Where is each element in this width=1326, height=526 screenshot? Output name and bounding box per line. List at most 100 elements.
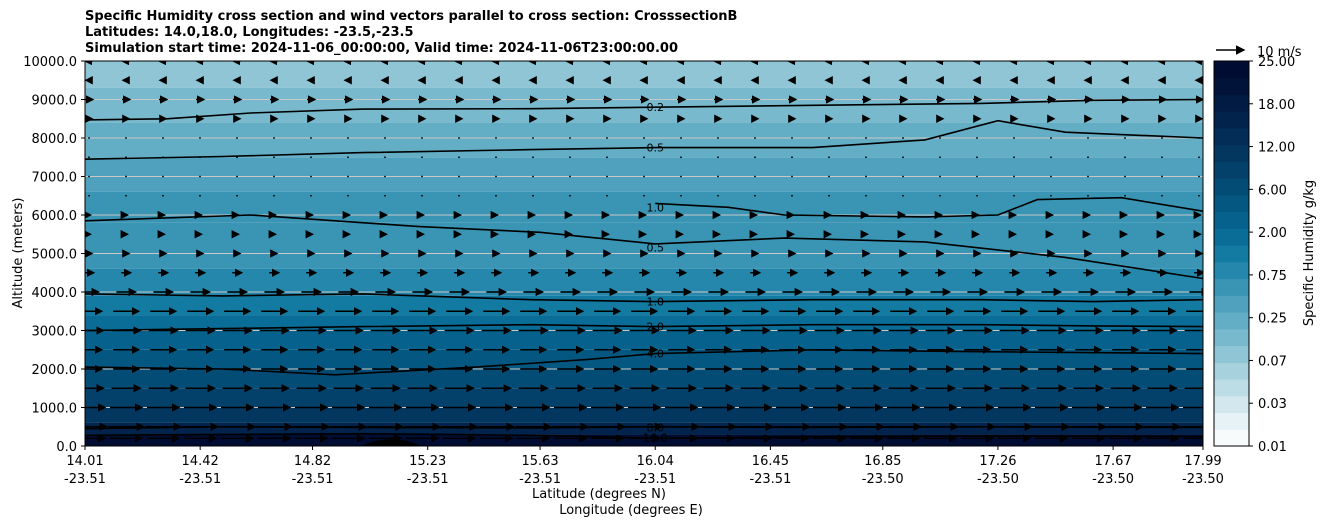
x-tick-label-lat-0: 14.01 [66, 454, 103, 469]
contour-label-3: 0.5 [646, 242, 664, 255]
wind-vector-r13-c13 [569, 194, 571, 197]
colorbar-segment-0 [1214, 429, 1249, 447]
x-tick-label-lon-2: -23.51 [292, 472, 334, 487]
wind-vector-r13-c14 [606, 194, 608, 197]
colorbar-segment-13 [1214, 211, 1249, 229]
wind-vector-r16-c17 [717, 137, 719, 139]
wind-vector-r14-c24 [976, 175, 978, 178]
x-axis: 14.01 -23.51 14.42 -23.51 14.82 -23.51 15.23 -2… [64, 446, 1224, 487]
wind-vector-r16-c7 [347, 137, 349, 139]
wind-vector-r16-c30 [1198, 137, 1200, 139]
wind-vector-r13-c16 [680, 194, 682, 197]
wind-vector-r14-c8 [384, 175, 386, 178]
y-tick-label-8: 8000.0 [32, 132, 78, 147]
colorbar-tick-label-6: 6.00 [1258, 183, 1287, 198]
wind-vector-r13-c8 [384, 194, 386, 197]
wind-vector-r16-c19 [791, 137, 793, 139]
humidity-layer-15 [85, 61, 1203, 88]
wind-vector-r16-c5 [273, 137, 275, 139]
wind-vector-r15-c29 [1161, 156, 1163, 159]
colorbar-tick-label-1: 0.03 [1258, 397, 1287, 412]
x-tick-label-lat-5: 16.04 [637, 454, 674, 469]
colorbar-segment-4 [1214, 362, 1249, 380]
wind-vector-r15-c10 [458, 156, 460, 159]
wind-vector-r16-c10 [458, 137, 460, 139]
colorbar-segment-21 [1214, 77, 1249, 95]
wind-vector-r14-c26 [1050, 175, 1052, 178]
colorbar: 0.01 0.03 0.07 0.25 0.75 2.00 6.00 12.00 18.00 25… [1213, 55, 1295, 455]
humidity-layer-3 [85, 388, 1203, 408]
wind-vector-r14-c25 [1013, 175, 1015, 178]
wind-vector-r16-c20 [828, 137, 830, 139]
colorbar-tick-label-5: 2.00 [1258, 226, 1287, 241]
wind-reference-key: 10 m/s [1216, 45, 1302, 60]
wind-vector-r16-c11 [495, 137, 497, 139]
wind-vector-r15-c30 [1198, 156, 1200, 159]
colorbar-segment-19 [1214, 111, 1249, 129]
wind-vector-r14-c15 [643, 175, 645, 178]
wind-vector-r13-c7 [347, 194, 349, 197]
chart-title-line-1: Specific Humidity cross section and wind… [85, 9, 738, 24]
y-tick-label-10: 10000.0 [23, 55, 77, 70]
wind-vector-r16-c22 [902, 137, 904, 139]
colorbar-segment-5 [1214, 345, 1249, 363]
wind-vector-r16-c12 [532, 137, 534, 139]
wind-vector-r14-c16 [680, 175, 682, 178]
wind-vector-r15-c22 [902, 156, 904, 159]
terrain [361, 439, 422, 446]
wind-vector-r13-c15 [643, 194, 645, 197]
wind-vector-r16-c28 [1124, 137, 1126, 139]
x-tick-label-lat-2: 14.82 [294, 454, 331, 469]
wind-vector-r16-c6 [310, 137, 312, 139]
wind-vector-r15-c1 [125, 156, 127, 159]
x-tick-label-lat-6: 16.45 [752, 454, 789, 469]
x-tick-label-lon-4: -23.51 [519, 472, 561, 487]
x-axis-label-latitude: Latitude (degrees N) [532, 487, 666, 502]
wind-vector-r13-c22 [902, 194, 904, 197]
colorbar-segment-2 [1214, 395, 1249, 414]
y-tick-label-3: 3000.0 [32, 325, 78, 340]
y-tick-label-2: 2000.0 [32, 363, 78, 378]
wind-vector-r15-c25 [1013, 156, 1015, 159]
x-tick-label-lon-6: -23.51 [749, 472, 791, 487]
wind-vector-r14-c23 [939, 175, 941, 178]
wind-vector-r13-c25 [1013, 194, 1015, 197]
wind-vector-r13-c12 [532, 194, 534, 197]
wind-vector-r15-c14 [606, 156, 608, 159]
wind-vector-r14-c12 [532, 175, 534, 178]
wind-vector-r15-c8 [384, 156, 386, 159]
wind-vector-r16-c15 [643, 137, 645, 139]
contour-line-2 [655, 196, 1203, 218]
x-tick-label-lon-10: -23.50 [1182, 472, 1224, 487]
contour-label-4: 1.0 [646, 296, 664, 309]
x-tick-label-lon-7: -23.50 [862, 472, 904, 487]
wind-vector-r16-c13 [569, 137, 571, 139]
wind-vector-r13-c24 [976, 194, 978, 197]
wind-vector-r15-c11 [495, 156, 497, 159]
wind-vector-r13-c18 [754, 194, 756, 197]
x-tick-label-lon-9: -23.50 [1092, 472, 1134, 487]
y-axis-label: Altitude (meters) [11, 198, 26, 309]
wind-vector-r14-c1 [125, 175, 127, 178]
chart-title-line-3: Simulation start time: 2024-11-06_00:00:… [85, 41, 678, 56]
y-tick-label-5: 5000.0 [32, 248, 78, 263]
wind-vector-r15-c27 [1087, 156, 1089, 159]
colorbar-segment-10 [1214, 261, 1249, 280]
colorbar-segment-9 [1214, 278, 1249, 296]
wind-vector-r16-c27 [1087, 137, 1089, 139]
humidity-layer-12 [85, 157, 1203, 192]
contour-line-0 [85, 98, 1203, 121]
wind-vector-r16-c0 [88, 137, 90, 139]
wind-vector-r14-c18 [754, 175, 756, 178]
wind-vector-r16-c3 [199, 137, 201, 139]
contour-label-2: 1.0 [646, 201, 664, 214]
y-tick-label-9: 9000.0 [32, 94, 78, 109]
wind-vector-r14-c7 [347, 175, 349, 178]
wind-vector-r15-c16 [680, 156, 682, 159]
wind-vector-r13-c1 [125, 194, 127, 197]
x-tick-label-lat-4: 15.63 [521, 454, 558, 469]
wind-vector-r15-c4 [236, 156, 238, 159]
x-tick-label-lat-8: 17.26 [979, 454, 1016, 469]
wind-reference-label: 10 m/s [1257, 45, 1302, 60]
x-tick-label-lat-1: 14.42 [182, 454, 219, 469]
